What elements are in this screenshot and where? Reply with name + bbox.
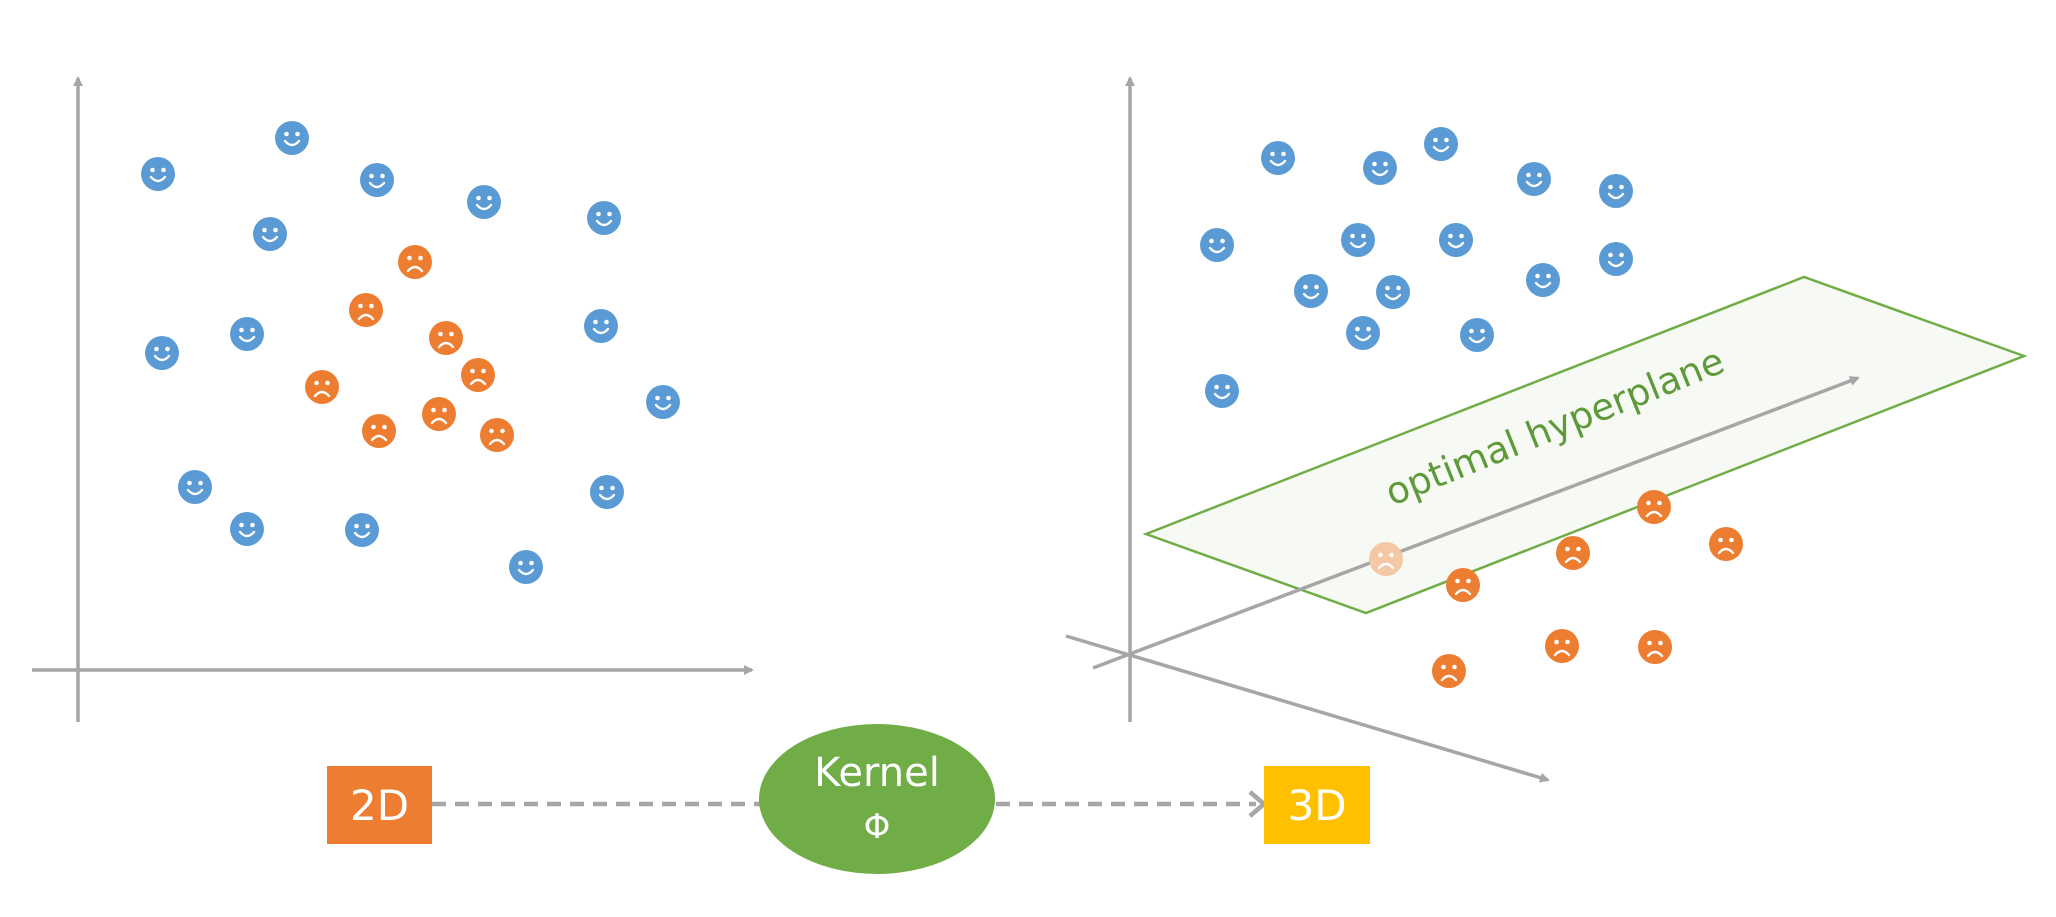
happy-face-icon: [584, 309, 618, 343]
happy-face-icon: [1599, 242, 1633, 276]
box-2d: [327, 766, 432, 844]
sad-face-icon: [1637, 490, 1671, 524]
happy-face-icon: [1363, 151, 1397, 185]
sad-face-icon: [1432, 654, 1466, 688]
happy-face-icon: [646, 385, 680, 419]
happy-face-icon: [1261, 141, 1295, 175]
happy-face-icon: [1439, 223, 1473, 257]
kernel-ellipse: [759, 724, 995, 874]
sad-face-icon: [422, 397, 456, 431]
sad-face-icon: [1638, 630, 1672, 664]
kernel-pipeline: 2D Kernel Φ 3D: [327, 724, 1370, 874]
plot-3d: optimal hyperplane: [1065, 76, 2028, 783]
box-3d-label: 3D: [1287, 781, 1346, 830]
happy-face-icon: [1294, 274, 1328, 308]
sad-face-icon: [362, 414, 396, 448]
sad-face-icon: [1556, 536, 1590, 570]
box-3d: [1264, 766, 1370, 844]
x-axis-3d: [1065, 634, 1550, 783]
happy-face-icon: [1460, 318, 1494, 352]
kernel-label: Kernel: [814, 750, 940, 796]
optimal-hyperplane: [1142, 275, 2028, 615]
happy-face-icon: [253, 217, 287, 251]
happy-face-icon: [1424, 127, 1458, 161]
points-3d-happy: [1200, 127, 1633, 408]
plot-2d: [32, 76, 754, 722]
box-2d-label: 2D: [350, 781, 409, 830]
happy-face-icon: [1517, 162, 1551, 196]
sad-face-icon: [1545, 629, 1579, 663]
happy-face-icon: [230, 317, 264, 351]
happy-face-icon: [1341, 223, 1375, 257]
points-2d: [141, 121, 680, 584]
sad-face-icon: [349, 293, 383, 327]
happy-face-icon: [145, 336, 179, 370]
points-3d-sad: [1369, 490, 1743, 688]
sad-face-icon: [398, 245, 432, 279]
happy-face-icon: [590, 475, 624, 509]
happy-face-icon: [345, 513, 379, 547]
happy-face-icon: [230, 512, 264, 546]
happy-face-icon: [1346, 316, 1380, 350]
y-axis-3d: [1092, 376, 1860, 670]
sad-face-icon: [305, 370, 339, 404]
happy-face-icon: [509, 550, 543, 584]
sad-face-icon: [1369, 542, 1403, 576]
kernel-phi-symbol: Φ: [864, 807, 891, 847]
happy-face-icon: [1200, 228, 1234, 262]
happy-face-icon: [178, 470, 212, 504]
happy-face-icon: [467, 185, 501, 219]
sad-face-icon: [461, 358, 495, 392]
sad-face-icon: [480, 418, 514, 452]
sad-face-icon: [1446, 568, 1480, 602]
happy-face-icon: [1526, 263, 1560, 297]
happy-face-icon: [1205, 374, 1239, 408]
happy-face-icon: [360, 163, 394, 197]
happy-face-icon: [141, 157, 175, 191]
happy-face-icon: [275, 121, 309, 155]
happy-face-icon: [1376, 275, 1410, 309]
happy-face-icon: [587, 201, 621, 235]
sad-face-icon: [429, 321, 463, 355]
sad-face-icon: [1709, 527, 1743, 561]
happy-face-icon: [1599, 174, 1633, 208]
